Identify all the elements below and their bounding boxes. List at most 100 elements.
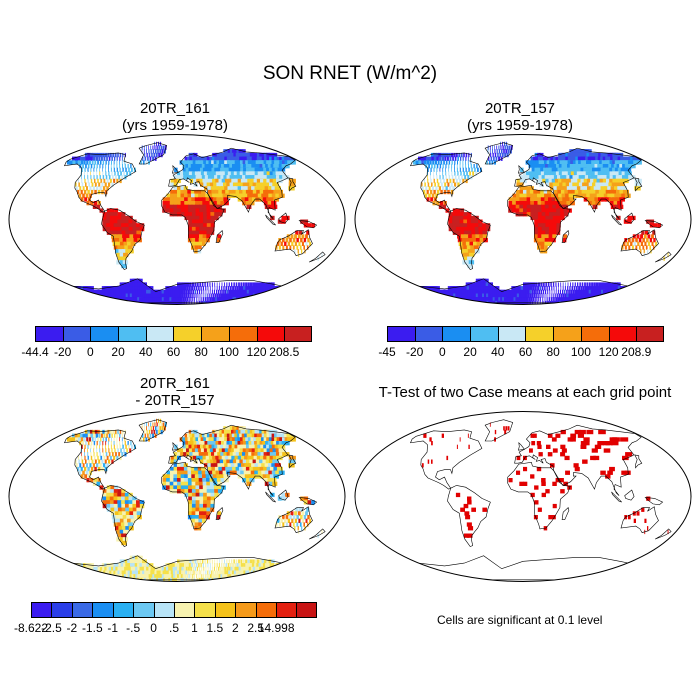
coastline [561, 230, 570, 243]
colorbar-swatch [387, 326, 415, 342]
coastline [172, 164, 180, 174]
coastline [288, 177, 297, 192]
colorbar-swatch [284, 326, 312, 342]
colorbar-tick-label: 2 [231, 621, 239, 635]
coastline [274, 506, 313, 533]
coastline [138, 142, 168, 165]
coastline [644, 220, 664, 229]
colorbar-tick-label: 2.5 [247, 621, 265, 635]
colorbar-swatch [173, 602, 195, 618]
coastline [64, 429, 137, 490]
colorbar-tick-label: .5 [168, 621, 180, 635]
colorbar-swatch [276, 602, 297, 618]
coastline [484, 419, 514, 442]
panel-title-top-left-line1: 20TR_161 [139, 100, 211, 117]
panel-title-bottom-right: T-Test of two Case means at each grid po… [355, 384, 695, 401]
coastline [507, 461, 571, 530]
coastline [507, 184, 571, 253]
colorbar-swatch [145, 326, 174, 342]
colorbar-tick-label: 120 [246, 345, 267, 359]
colorbar-tick-label: 100 [570, 345, 591, 359]
colorbar-top-right-labels: -45 -20 0 20 40 60 80 100 120 208.9 [378, 345, 664, 361]
panel-title-top-right-line1: 20TR_157 [484, 100, 556, 117]
panel-title-top-right: 20TR_157 (yrs 1959-1978) [360, 100, 680, 134]
colorbar-tick-label: -20 [54, 345, 72, 359]
coastline [634, 454, 643, 469]
colorbar-swatch [497, 326, 526, 342]
colorbar-tick-label: 60 [166, 345, 181, 359]
colorbar-tick-label: 208.5 [269, 345, 300, 359]
coastline [561, 507, 570, 520]
coastline [274, 229, 313, 256]
map-panel-bottom-left [8, 411, 346, 582]
coastline [620, 229, 659, 256]
coastline [518, 441, 526, 451]
coastline [634, 177, 643, 192]
colorbar-swatch [580, 326, 609, 342]
coastline [298, 497, 318, 506]
coastline [64, 152, 137, 213]
colorbar-swatch [118, 326, 146, 342]
colorbar-swatch [608, 326, 637, 342]
colorbar-tick-label: 14.998 [257, 621, 295, 635]
coastline [417, 555, 630, 581]
coastline [514, 147, 642, 219]
colorbar-swatch [31, 602, 52, 618]
coastline [298, 220, 318, 229]
colorbar-swatch [201, 326, 229, 342]
colorbar-swatch [256, 326, 285, 342]
colorbar-tick-label: -1.5 [81, 621, 103, 635]
coastline [518, 164, 526, 174]
colorbar-swatch [470, 326, 498, 342]
coastline [611, 491, 622, 503]
colorbar-tick-label: -8.622 [13, 621, 49, 635]
panel-title-bottom-left: 20TR_161 - 20TR_157 [15, 375, 335, 409]
map-field [64, 141, 326, 305]
colorbar-swatch [173, 326, 202, 342]
coastline [410, 429, 483, 490]
coastline [624, 489, 635, 501]
figure-title: SON RNET (W/m^2) [262, 63, 438, 84]
colorbar-tick-label: -2 [66, 621, 78, 635]
colorbar-top-left [35, 326, 312, 342]
colorbar-swatch [133, 602, 154, 618]
panel-title-bottom-left-line2: - 20TR_157 [135, 392, 215, 409]
coastline [138, 419, 168, 442]
panel-title-top-right-line2: (yrs 1959-1978) [467, 117, 573, 134]
coastline [410, 152, 483, 213]
coastline [447, 208, 491, 270]
panel-title-bottom-right-line1: T-Test of two Case means at each grid po… [378, 384, 672, 401]
coastline [654, 528, 672, 540]
map-field [410, 141, 672, 305]
coastline [101, 485, 145, 547]
coastline [101, 208, 145, 270]
colorbar-swatch [414, 326, 443, 342]
significance-note: Cells are significant at 0.1 level [437, 613, 603, 627]
coastline [161, 461, 225, 530]
colorbar-swatch [35, 326, 63, 342]
coastline [624, 212, 635, 224]
coastline [278, 489, 289, 501]
colorbar-swatch [214, 602, 236, 618]
coastline [278, 212, 289, 224]
colorbar-swatch [62, 326, 91, 342]
colorbar-tick-label: 0 [87, 345, 94, 359]
colorbar-bottom-left-labels: -8.622 -2.5 -2 -1.5 -1 -.5 0 .5 1 1.5 2 2.5 14.998 [14, 621, 317, 637]
colorbar-swatch [235, 602, 256, 618]
colorbar-swatch [71, 602, 93, 618]
colorbar-tick-label: -45 [378, 345, 396, 359]
colorbar-tick-label: -1 [107, 621, 119, 635]
coastline [611, 214, 622, 226]
map-panel-top-right [354, 134, 692, 305]
coastline [288, 454, 297, 469]
colorbar-swatch [525, 326, 554, 342]
colorbar-tick-label: 0 [439, 345, 446, 359]
colorbar-tick-label: 20 [111, 345, 125, 359]
coastline [308, 251, 326, 263]
map-field [410, 419, 672, 581]
colorbar-tick-label: 208.9 [621, 345, 652, 359]
colorbar-tick-label: -44.4 [21, 345, 49, 359]
coastline [168, 147, 296, 219]
coastline [168, 424, 296, 496]
colorbar-tick-label: 40 [491, 345, 505, 359]
